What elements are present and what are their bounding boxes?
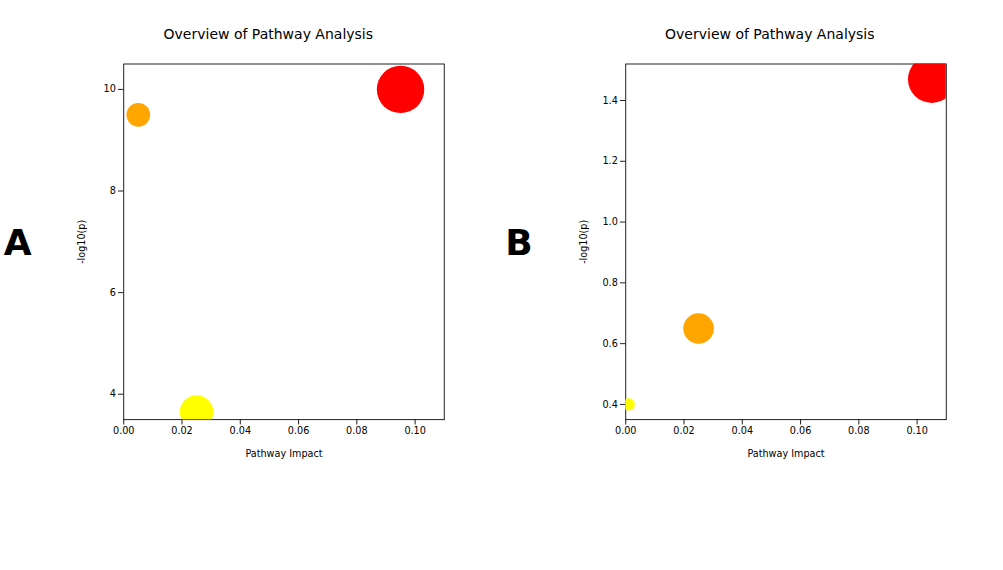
html-text:A: A (3, 221, 32, 263)
svg-text:0.06: 0.06 (288, 425, 309, 436)
svg-text:0.8: 0.8 (602, 277, 617, 288)
svg-text:0.02: 0.02 (673, 425, 694, 436)
svg-text:0.04: 0.04 (230, 425, 251, 436)
svg-text:0.6: 0.6 (602, 338, 617, 349)
svg-text:1.4: 1.4 (602, 95, 617, 106)
svg-text:0.08: 0.08 (346, 425, 367, 436)
svg-text:0.06: 0.06 (789, 425, 810, 436)
svg-text:0.08: 0.08 (848, 425, 869, 436)
svg-text:6: 6 (110, 287, 116, 298)
svg-text:4: 4 (110, 388, 116, 399)
svg-text:Pathway Impact: Pathway Impact (747, 448, 824, 459)
html-text:Overview of Pathway Analysis: Overview of Pathway Analysis (665, 26, 875, 42)
svg-text:1.2: 1.2 (602, 155, 617, 166)
html-text:Overview of Pathway Analysis: Overview of Pathway Analysis (163, 26, 374, 42)
svg-text:0.00: 0.00 (615, 425, 636, 436)
svg-text:8: 8 (110, 185, 116, 196)
svg-text:-log10(p): -log10(p) (76, 220, 87, 264)
svg-text:0.04: 0.04 (731, 425, 752, 436)
svg-text:-log10(p): -log10(p) (578, 220, 589, 264)
svg-text:0.02: 0.02 (171, 425, 192, 436)
svg-text:0.10: 0.10 (906, 425, 927, 436)
svg-text:0.10: 0.10 (405, 425, 426, 436)
svg-text:10: 10 (104, 83, 116, 94)
html-text:B: B (505, 221, 533, 263)
svg-text:0.4: 0.4 (602, 399, 617, 410)
svg-text:1.0: 1.0 (602, 216, 617, 227)
svg-text:Pathway Impact: Pathway Impact (246, 448, 323, 459)
svg-text:0.00: 0.00 (113, 425, 134, 436)
